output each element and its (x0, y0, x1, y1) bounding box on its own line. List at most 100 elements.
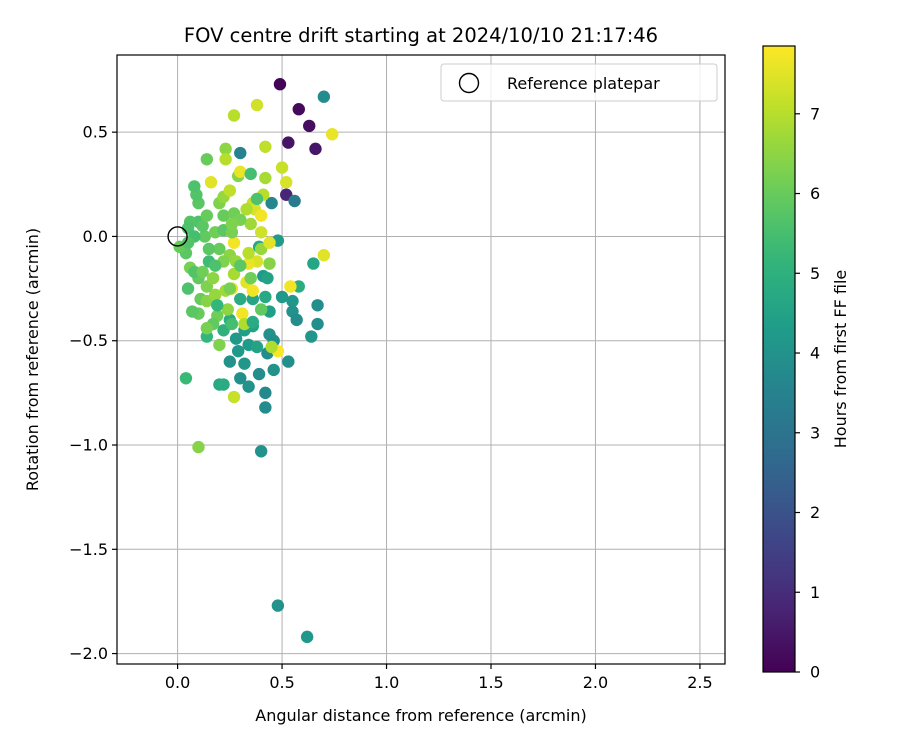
x-axis-ticks: 0.0 0.5 1.0 1.5 2.0 2.5 (165, 664, 713, 692)
data-point (244, 217, 257, 231)
data-point (225, 317, 239, 331)
data-point (317, 90, 331, 103)
legend: Reference platepar (440, 63, 718, 102)
data-point (227, 390, 241, 404)
data-point (246, 284, 260, 297)
data-point (234, 372, 247, 385)
data-point (204, 176, 218, 189)
data-point (219, 142, 232, 156)
data-point (271, 599, 285, 612)
data-points (167, 77, 339, 644)
data-point (202, 242, 216, 256)
y-tick-label: −1.0 (69, 436, 108, 455)
data-point (282, 355, 295, 368)
data-point (186, 305, 199, 318)
data-point (275, 290, 289, 304)
data-point (275, 161, 289, 174)
colorbar-ticks: 0 1 2 3 4 5 6 7 (795, 104, 820, 682)
colorbar-tick-label: 0 (810, 663, 820, 682)
data-point (254, 303, 268, 316)
data-point (282, 136, 295, 149)
y-tick-label: −2.0 (69, 644, 108, 663)
data-point (244, 167, 257, 181)
y-tick-label: −1.5 (69, 540, 108, 559)
data-point (181, 236, 195, 249)
data-point (259, 171, 272, 185)
data-point (223, 355, 237, 368)
data-point (208, 259, 222, 272)
data-point (242, 246, 255, 260)
legend-box (440, 63, 718, 102)
colorbar-tick-label: 6 (810, 184, 820, 203)
data-point (234, 146, 247, 160)
colorbar-tick-label: 3 (810, 423, 820, 442)
colorbar-tick-label: 5 (810, 264, 820, 283)
data-point (252, 367, 266, 381)
data-point (200, 209, 214, 222)
data-point (231, 344, 245, 358)
data-point (259, 386, 272, 400)
colorbar-gradient (762, 45, 796, 673)
data-point (244, 271, 257, 285)
data-point (288, 194, 301, 208)
data-point (208, 288, 222, 302)
data-point (234, 292, 247, 306)
data-point (206, 271, 220, 285)
data-point (200, 322, 214, 335)
x-tick-label: 0.5 (269, 673, 294, 692)
data-point (292, 103, 305, 116)
reference-platepar-marker (167, 226, 188, 247)
data-point (261, 271, 274, 285)
data-point (284, 280, 297, 293)
data-point (265, 340, 278, 354)
data-point (305, 330, 318, 343)
colorbar-label: Hours from first FF file (831, 270, 850, 449)
y-tick-label: 0.0 (83, 227, 108, 246)
data-point (300, 630, 314, 644)
data-point (263, 257, 276, 270)
data-point (200, 153, 214, 166)
x-tick-label: 1.0 (374, 673, 399, 692)
data-point (250, 98, 264, 112)
data-point (217, 378, 230, 391)
data-point (217, 209, 230, 222)
data-point (246, 315, 260, 329)
data-point (290, 313, 303, 327)
x-tick-label: 2.5 (687, 673, 712, 692)
x-tick-label: 2.0 (583, 673, 608, 692)
x-tick-label: 0.0 (165, 673, 190, 692)
data-point (250, 340, 264, 354)
data-point (307, 257, 320, 270)
data-point (213, 242, 226, 256)
data-point (223, 184, 237, 197)
data-point (286, 294, 299, 308)
data-point (311, 317, 324, 331)
data-point (265, 196, 278, 210)
x-tick-label: 1.5 (478, 673, 503, 692)
grid-lines (117, 55, 725, 664)
colorbar-tick-label: 2 (810, 503, 820, 522)
data-point (309, 142, 322, 156)
data-point (192, 440, 205, 454)
data-point (238, 357, 251, 370)
data-point (225, 217, 239, 231)
data-point (267, 363, 280, 377)
data-point (234, 259, 247, 272)
legend-label: Reference platepar (507, 74, 660, 93)
data-point (223, 282, 237, 295)
data-point (221, 303, 234, 316)
data-point (254, 226, 268, 239)
data-point (259, 140, 272, 153)
colorbar-tick-label: 4 (810, 344, 820, 363)
y-axis-ticks: 0.5 0.0 −0.5 −1.0 −1.5 −2.0 (69, 123, 117, 663)
data-point (254, 209, 268, 222)
data-point (196, 265, 209, 279)
data-point (303, 119, 316, 133)
chart-title: FOV centre drift starting at 2024/10/10 … (184, 24, 658, 47)
data-point (317, 249, 331, 262)
data-point (326, 128, 339, 141)
data-point (188, 180, 201, 193)
data-point (259, 290, 272, 304)
